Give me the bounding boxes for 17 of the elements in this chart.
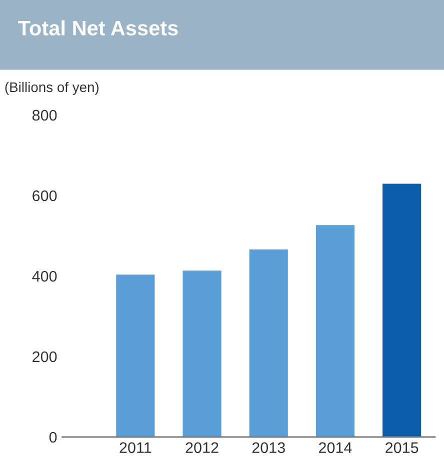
y-tick-label: 200 <box>32 351 57 362</box>
bar <box>381 182 422 437</box>
y-tick-label: 0 <box>49 432 57 443</box>
bar <box>248 248 290 437</box>
x-tick-label: 2015 <box>386 442 418 454</box>
x-tick-label: 2013 <box>252 442 285 454</box>
y-tick-label: 400 <box>32 270 57 282</box>
bar <box>181 269 223 437</box>
x-tick-label: 2011 <box>120 442 152 454</box>
y-tick-label: 800 <box>32 110 57 121</box>
bar <box>314 224 356 437</box>
chart-title: Total Net Assets <box>18 20 178 36</box>
y-tick-label: 600 <box>32 190 57 202</box>
bar <box>114 273 156 437</box>
x-tick-label: 2014 <box>318 442 352 454</box>
y-axis-title: (Billions of yen) <box>5 82 99 95</box>
x-tick-label: 2012 <box>186 442 218 454</box>
